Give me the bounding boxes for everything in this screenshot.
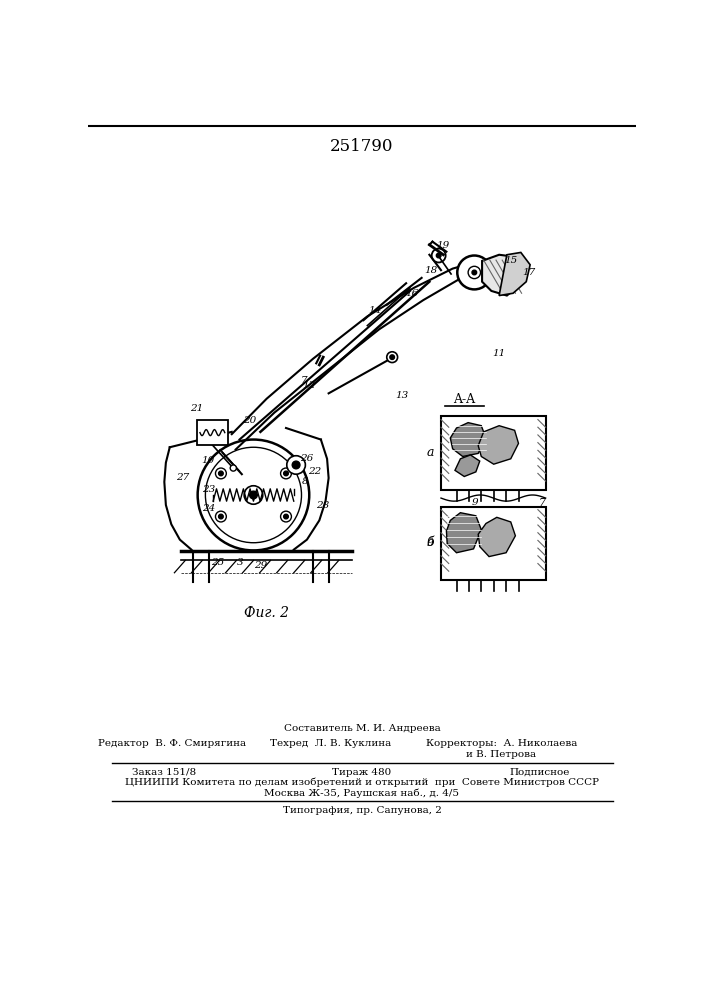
Circle shape	[287, 456, 305, 474]
Text: 17: 17	[522, 268, 535, 277]
Text: б: б	[426, 536, 434, 549]
Text: Фиг. 2: Фиг. 2	[244, 606, 289, 620]
Circle shape	[432, 249, 445, 262]
Text: 10: 10	[201, 456, 214, 465]
Bar	[441, 507, 546, 580]
Circle shape	[390, 355, 395, 359]
Text: 21: 21	[190, 404, 204, 413]
Circle shape	[250, 491, 257, 499]
Circle shape	[468, 266, 481, 279]
Text: 9: 9	[472, 498, 479, 507]
Circle shape	[436, 253, 441, 258]
Text: 12: 12	[303, 381, 316, 390]
Circle shape	[218, 514, 223, 519]
Text: 13: 13	[396, 391, 409, 400]
Text: 251790: 251790	[330, 138, 394, 155]
Polygon shape	[455, 455, 480, 477]
Text: 18: 18	[424, 266, 438, 275]
Circle shape	[244, 486, 263, 504]
Text: 19: 19	[437, 241, 450, 250]
Text: 20: 20	[243, 416, 256, 425]
Text: Подписное: Подписное	[509, 768, 570, 777]
Text: Корректоры:  А. Николаева: Корректоры: А. Николаева	[426, 739, 577, 748]
Text: Редактор  В. Ф. Смирягина: Редактор В. Ф. Смирягина	[98, 739, 246, 748]
Polygon shape	[482, 255, 524, 296]
Text: Составитель М. И. Андреева: Составитель М. И. Андреева	[284, 724, 440, 733]
Text: 16: 16	[406, 289, 419, 298]
Text: 27: 27	[176, 473, 189, 482]
Text: 15: 15	[504, 256, 518, 265]
Text: 28: 28	[316, 500, 329, 510]
Polygon shape	[478, 517, 515, 557]
Text: 11: 11	[493, 349, 506, 358]
Bar	[441, 416, 546, 490]
Text: 9: 9	[426, 538, 433, 548]
Text: A-A: A-A	[453, 393, 475, 406]
Circle shape	[216, 511, 226, 522]
Text: 7: 7	[538, 498, 545, 508]
Text: 14: 14	[368, 306, 382, 315]
Text: Типография, пр. Сапунова, 2: Типография, пр. Сапунова, 2	[283, 806, 441, 815]
Circle shape	[292, 461, 300, 469]
Text: Техред  Л. В. Куклина: Техред Л. В. Куклина	[269, 739, 391, 748]
Text: 8: 8	[302, 477, 309, 486]
Text: 23: 23	[202, 485, 215, 494]
Bar	[197, 420, 228, 445]
Text: 29: 29	[254, 561, 267, 570]
Polygon shape	[446, 513, 481, 553]
Circle shape	[216, 468, 226, 479]
Text: ЦНИИПИ Комитета по делам изобретений и открытий  при  Совете Министров СССР: ЦНИИПИ Комитета по делам изобретений и о…	[125, 777, 599, 787]
Text: 25: 25	[211, 558, 224, 567]
Text: Тираж 480: Тираж 480	[332, 768, 392, 777]
Circle shape	[198, 440, 309, 550]
Text: и В. Петрова: и В. Петрова	[467, 750, 537, 759]
Circle shape	[472, 270, 477, 275]
Circle shape	[284, 471, 288, 476]
Text: 26: 26	[300, 454, 313, 463]
Text: a: a	[426, 446, 434, 459]
Circle shape	[281, 468, 291, 479]
Polygon shape	[450, 423, 486, 456]
Text: 24: 24	[202, 504, 215, 513]
Text: 7: 7	[300, 376, 307, 385]
Circle shape	[284, 514, 288, 519]
Text: Москва Ж-35, Раушская наб., д. 4/5: Москва Ж-35, Раушская наб., д. 4/5	[264, 788, 460, 798]
Circle shape	[218, 471, 223, 476]
Circle shape	[457, 256, 491, 289]
Circle shape	[281, 511, 291, 522]
Text: 22: 22	[308, 467, 321, 476]
Polygon shape	[499, 252, 530, 296]
Polygon shape	[478, 426, 518, 464]
Circle shape	[230, 465, 236, 471]
Text: 3: 3	[237, 558, 244, 567]
Text: Заказ 151/8: Заказ 151/8	[132, 768, 197, 777]
Circle shape	[387, 352, 397, 363]
